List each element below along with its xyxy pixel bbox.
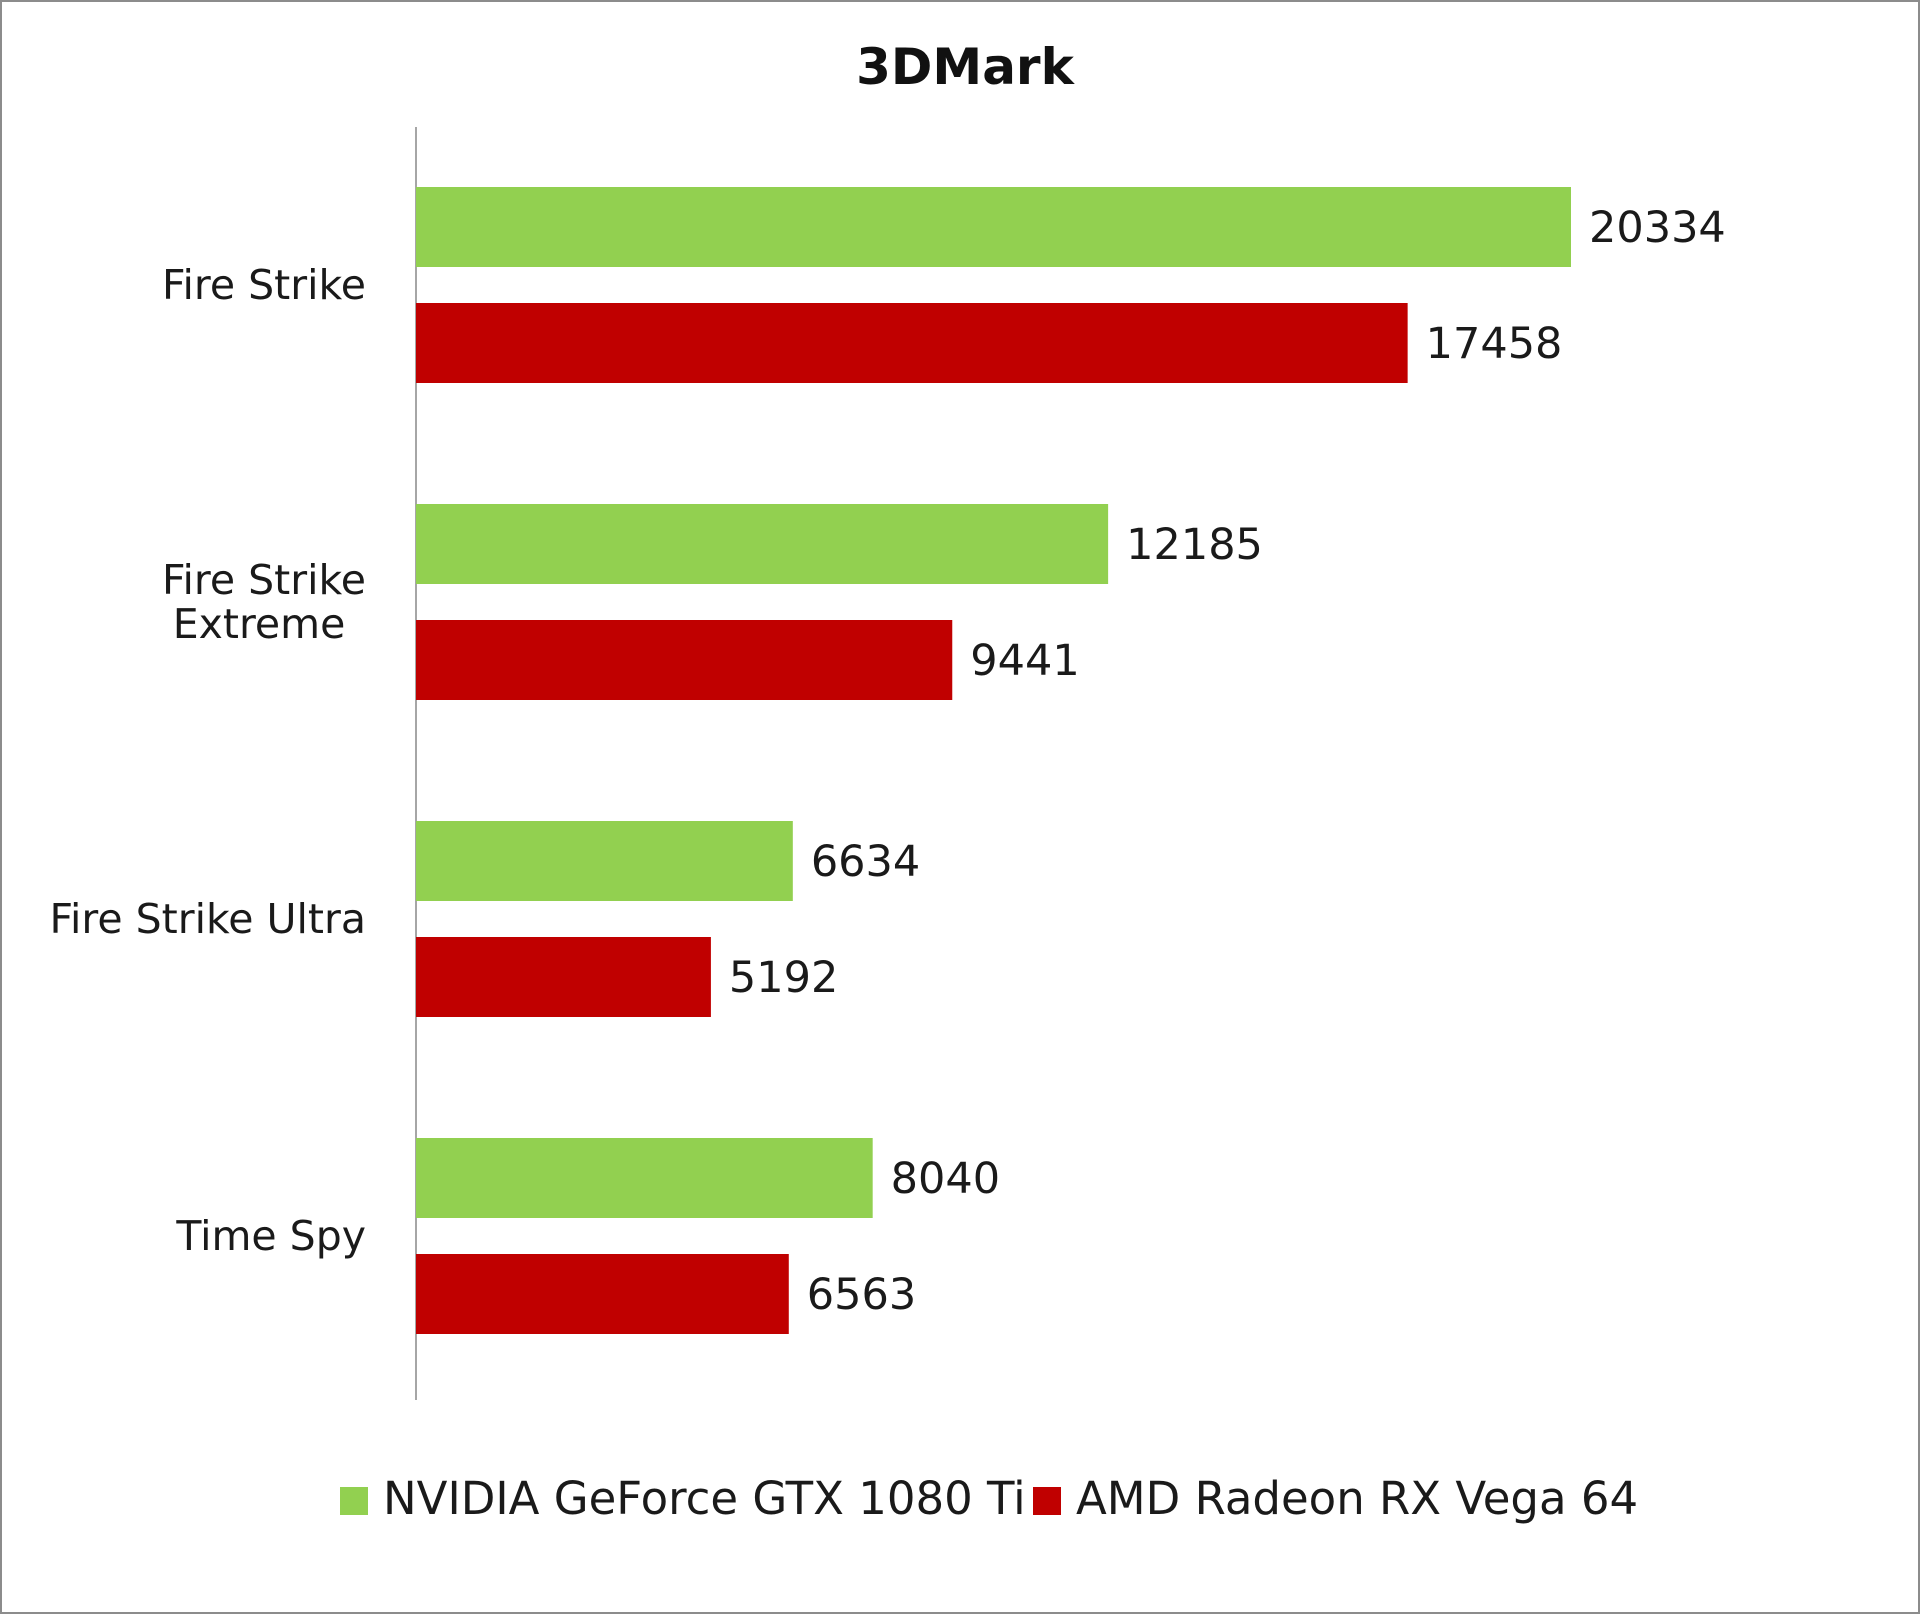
category-label: Fire Strike: [162, 556, 366, 604]
legend-swatch: [1033, 1487, 1061, 1515]
legend-swatch: [340, 1487, 368, 1515]
bar: [416, 937, 711, 1017]
data-label: 8040: [891, 1154, 1000, 1204]
chart-title: 3DMark: [856, 38, 1075, 96]
data-label: 9441: [970, 636, 1079, 686]
data-label: 5192: [729, 953, 838, 1003]
category-label: Fire Strike: [162, 261, 366, 309]
category-label: Time Spy: [175, 1212, 366, 1260]
data-label: 17458: [1426, 319, 1563, 369]
bar: [416, 1138, 873, 1218]
legend-label: NVIDIA GeForce GTX 1080 Ti: [383, 1472, 1026, 1525]
legend-label: AMD Radeon RX Vega 64: [1076, 1472, 1638, 1525]
bar: [416, 187, 1571, 267]
category-label: Fire Strike Ultra: [49, 895, 366, 943]
data-label: 20334: [1589, 203, 1726, 253]
data-label: 6563: [807, 1270, 916, 1320]
bar: [416, 504, 1109, 584]
data-label: 12185: [1126, 520, 1263, 570]
bar: [416, 821, 793, 901]
bar: [416, 303, 1408, 383]
data-label: 6634: [811, 837, 920, 887]
bar: [416, 1254, 789, 1334]
category-label: Extreme: [173, 600, 346, 648]
bar: [416, 620, 953, 700]
legend: NVIDIA GeForce GTX 1080 Ti AMD Radeon RX …: [340, 1472, 1638, 1525]
